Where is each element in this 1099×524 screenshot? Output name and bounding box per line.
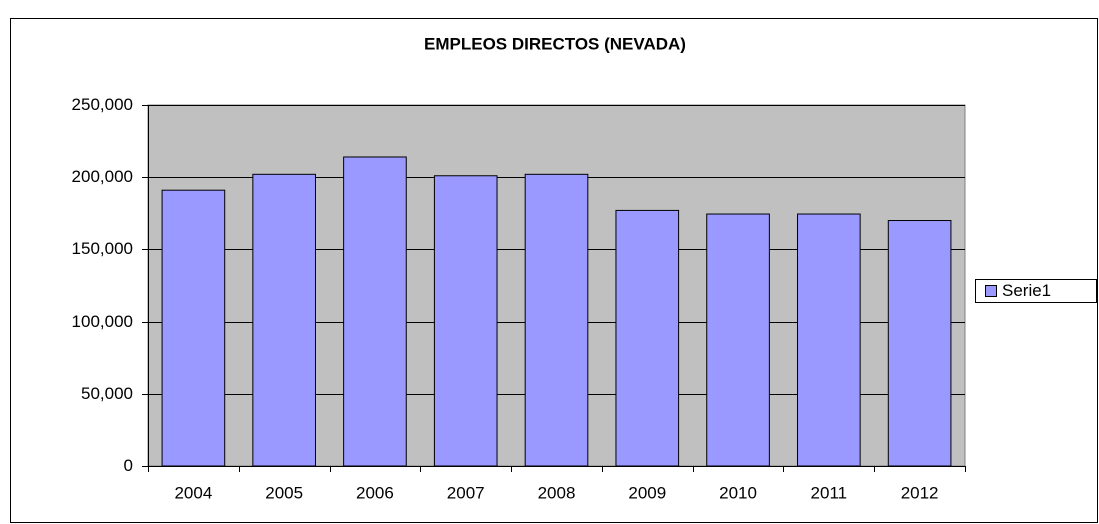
x-tick-label: 2006: [356, 483, 394, 502]
y-tick-label: 50,000: [81, 384, 133, 403]
x-tick-label: 2009: [628, 483, 666, 502]
bar: [615, 209, 680, 467]
bar: [797, 213, 861, 467]
chart-title: EMPLEOS DIRECTOS (NEVADA): [424, 34, 686, 53]
y-tick-label: 250,000: [72, 95, 133, 114]
x-tick-label: 2012: [901, 483, 939, 502]
y-tick-label: 200,000: [72, 167, 133, 186]
y-tick-label: 150,000: [72, 239, 133, 258]
legend-swatch: [985, 285, 997, 297]
bar: [433, 175, 498, 467]
bar: [252, 173, 316, 467]
x-tick-label: 2010: [719, 483, 757, 502]
bar: [887, 220, 952, 467]
y-tick-label: 100,000: [72, 312, 133, 331]
x-tick-label: 2007: [447, 483, 485, 502]
bar: [161, 189, 226, 467]
bar: [706, 213, 770, 467]
legend-label: Serie1: [1002, 281, 1051, 300]
x-tick-label: 2005: [265, 483, 303, 502]
legend-box: [975, 279, 1097, 303]
x-tick-label: 2004: [174, 483, 212, 502]
y-tick-label: 0: [124, 456, 133, 475]
bar: [524, 173, 589, 467]
x-tick-label: 2008: [538, 483, 576, 502]
x-tick-label: 2011: [811, 483, 848, 502]
bar: [343, 156, 407, 467]
